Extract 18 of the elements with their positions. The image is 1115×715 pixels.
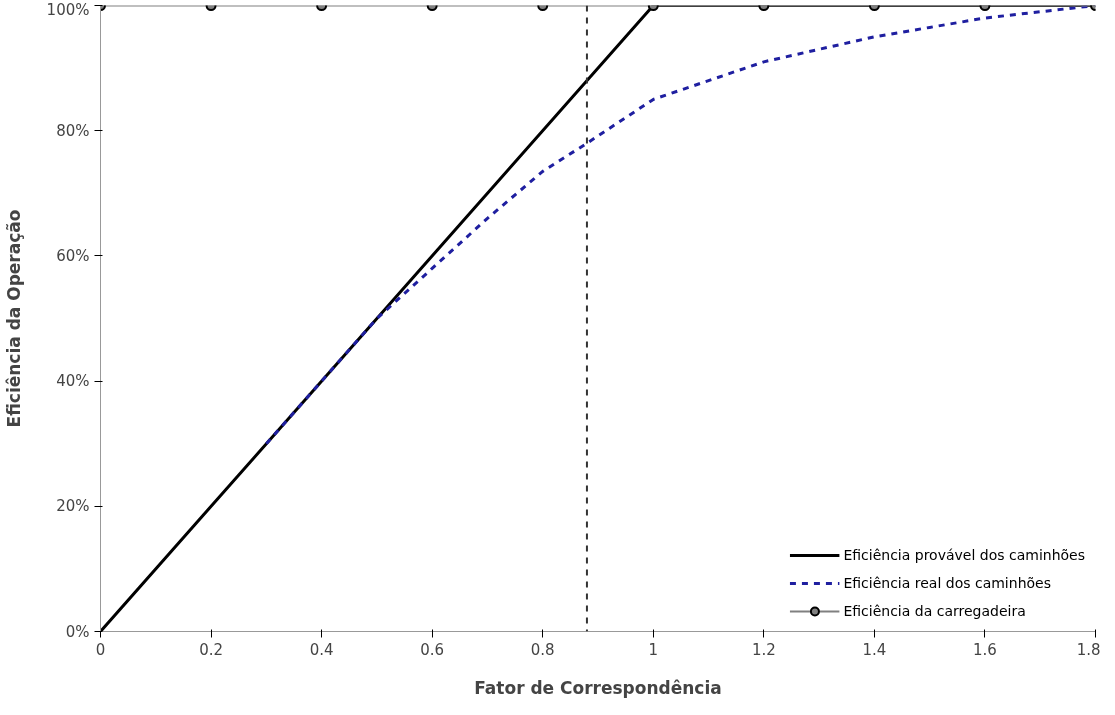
y-tick-label: 60%: [56, 246, 90, 265]
y-tick-label: 40%: [56, 372, 90, 391]
y-tick-label: 20%: [56, 497, 90, 516]
x-tick-label: 0.8: [530, 640, 555, 659]
x-axis-title: Fator de Correspondência: [474, 677, 722, 698]
x-tick-label: 1.8: [1076, 640, 1101, 659]
x-tick-label: 0.4: [309, 640, 334, 659]
x-tick-label: 0.6: [420, 640, 445, 659]
y-tick-label: 80%: [56, 121, 90, 140]
x-tick-label: 0.2: [199, 640, 223, 659]
x-tick-label: 1.6: [973, 640, 997, 659]
y-tick-label: 0%: [65, 622, 90, 641]
y-axis-title: Eficiência da Operação: [3, 209, 24, 428]
x-tick-label: 0: [95, 640, 106, 659]
x-tick-label: 1.4: [862, 640, 887, 659]
y-tick-label: 100%: [46, 0, 90, 19]
x-tick-label: 1.2: [751, 640, 776, 659]
x-tick-label: 1: [648, 640, 659, 659]
